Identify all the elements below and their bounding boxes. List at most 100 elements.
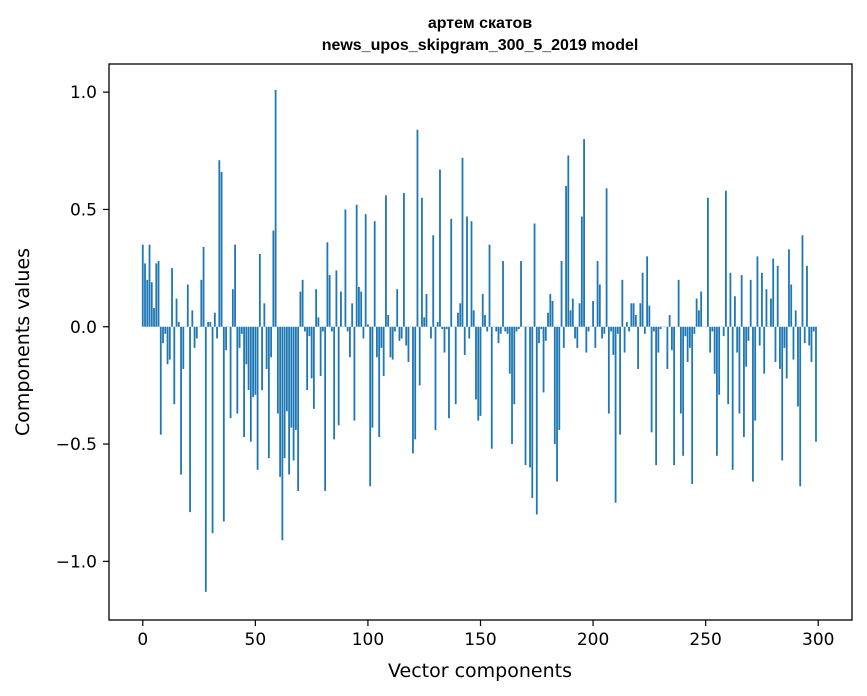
bar [281, 326, 284, 541]
bar [641, 272, 644, 327]
bar [657, 326, 660, 353]
bar [380, 326, 383, 348]
bar [195, 326, 198, 339]
bar [457, 312, 459, 327]
bar [698, 310, 700, 327]
bar [331, 326, 333, 332]
bar [468, 326, 471, 339]
bar [585, 326, 588, 353]
y-tick-label: 0.0 [70, 318, 97, 338]
bar [337, 326, 340, 426]
bar [549, 293, 552, 327]
bar [263, 303, 266, 327]
bar [752, 326, 754, 482]
bar [637, 326, 640, 369]
bar [432, 235, 435, 327]
bar [722, 326, 725, 337]
bar [234, 244, 236, 327]
bar [666, 326, 669, 369]
bar [610, 326, 612, 332]
bar [376, 326, 378, 358]
bar [799, 326, 802, 487]
bar [292, 326, 295, 461]
bar [436, 322, 439, 327]
bar [565, 185, 567, 327]
bar [153, 307, 155, 327]
bar [249, 326, 252, 442]
bar [794, 310, 797, 327]
bar [324, 326, 327, 491]
bar [220, 171, 223, 327]
bar [294, 326, 297, 430]
bar [308, 326, 311, 337]
bar [213, 312, 216, 327]
bar [551, 300, 554, 327]
bar [146, 279, 149, 327]
bar [488, 244, 491, 327]
bar [222, 326, 225, 522]
bar [267, 326, 270, 459]
bar [243, 326, 245, 438]
bar [423, 317, 426, 327]
bar [258, 254, 261, 327]
bar [535, 326, 538, 515]
bar [315, 289, 318, 327]
bar [763, 326, 766, 374]
bar [175, 298, 178, 327]
bar [574, 326, 576, 339]
bar [524, 326, 527, 466]
bar [425, 293, 428, 327]
bar [301, 279, 304, 327]
bar [274, 89, 277, 327]
x-tick-label: 250 [689, 630, 721, 650]
y-axis-ticks: 1.0 0.5 0.0 −0.5 −1.0 [56, 83, 109, 572]
bar [166, 326, 169, 365]
bar [157, 261, 160, 327]
bar [472, 310, 475, 327]
bar [594, 326, 597, 348]
bar [204, 326, 207, 592]
bar [781, 326, 784, 461]
bar [148, 244, 151, 327]
bar [155, 263, 158, 327]
bar [772, 258, 775, 327]
bar [517, 326, 520, 330]
bar [513, 326, 516, 405]
bar [247, 326, 250, 391]
bar [788, 249, 790, 327]
bar [256, 326, 259, 470]
bar [727, 326, 730, 405]
bar [596, 261, 599, 327]
bar [707, 197, 709, 327]
bar [454, 326, 457, 405]
bar [544, 326, 547, 341]
bar [558, 326, 561, 430]
bar [441, 326, 444, 330]
bar [236, 326, 239, 414]
bar [815, 326, 817, 442]
bar [479, 326, 482, 416]
bar [801, 235, 804, 327]
bar [346, 326, 349, 332]
bar [186, 284, 189, 327]
bar [495, 326, 498, 332]
bar [725, 190, 727, 327]
bar [508, 326, 511, 374]
bar [180, 326, 182, 475]
bar [182, 326, 185, 369]
bar [540, 326, 543, 330]
bar [335, 270, 338, 327]
bar [601, 326, 603, 339]
bar [765, 289, 768, 327]
bar [673, 326, 676, 466]
bar [412, 326, 414, 454]
bar [193, 326, 196, 348]
bar [450, 218, 453, 327]
bar [754, 326, 757, 421]
bar [164, 326, 167, 334]
y-axis-label: Components values [12, 248, 34, 436]
bar [652, 326, 655, 332]
bar [211, 326, 214, 534]
bar [650, 326, 653, 433]
